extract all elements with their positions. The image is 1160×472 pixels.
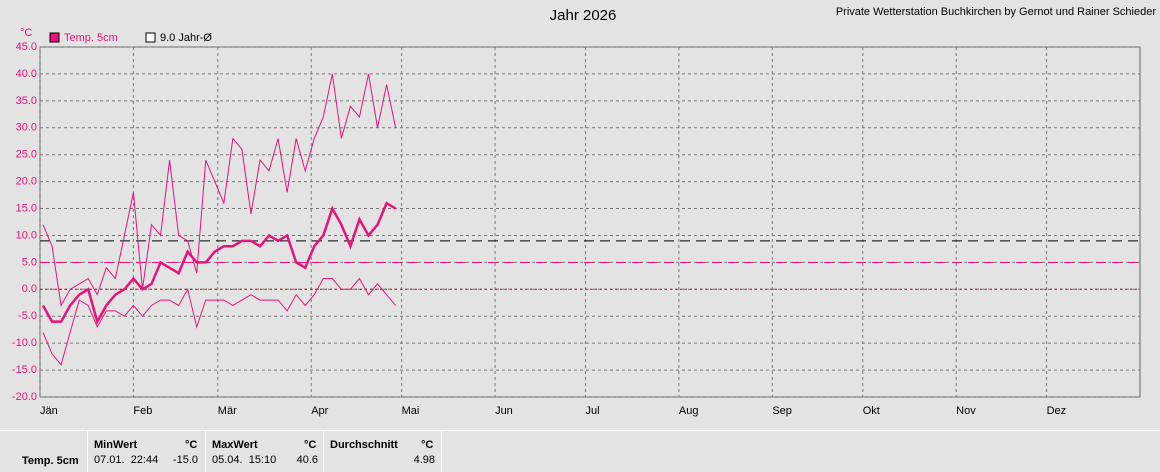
value: 40.6 xyxy=(296,454,318,466)
time: 07.01. 22:44 xyxy=(94,454,159,466)
row-label: Temp. 5cm xyxy=(22,455,79,467)
y-tick-label: 45.0 xyxy=(16,41,37,53)
series-line xyxy=(42,73,397,307)
unit: °C xyxy=(304,439,317,451)
legend-swatch xyxy=(145,32,156,43)
y-tick-label: 15.0 xyxy=(16,202,37,214)
header: MaxWert xyxy=(212,439,258,451)
x-tick-label: Okt xyxy=(863,405,880,417)
y-tick-label: -10.0 xyxy=(12,337,37,349)
x-tick-label: Mai xyxy=(402,405,420,417)
value: -15.0 xyxy=(172,454,198,466)
separator xyxy=(441,431,442,472)
time: 05.04. 15:10 xyxy=(212,454,277,466)
legend-label: 9.0 Jahr-Ø xyxy=(160,32,212,44)
x-tick-label: Apr xyxy=(311,405,328,417)
y-tick-label: 30.0 xyxy=(16,122,37,134)
y-tick-label: -5.0 xyxy=(18,310,37,322)
stats-table: Temp. 5cm MinWert °C 07.01. 22:44 -15.0 … xyxy=(0,430,1160,472)
y-tick-label: 40.0 xyxy=(16,68,37,80)
chart: Jahr 2026 Private Wetterstation Buchkirc… xyxy=(12,6,1157,417)
x-tick-label: Jän xyxy=(40,405,58,417)
x-tick-label: Aug xyxy=(679,405,699,417)
x-tick-label: Mär xyxy=(218,405,237,417)
chart-subtitle: Private Wetterstation Buchkirchen by Ger… xyxy=(836,6,1157,18)
y-tick-label: 35.0 xyxy=(16,95,37,107)
y-unit: °C xyxy=(20,27,32,39)
y-tick-label: -15.0 xyxy=(12,364,37,376)
y-tick-label: 25.0 xyxy=(16,149,37,161)
header: MinWert xyxy=(94,439,138,451)
header: Durchschnitt xyxy=(330,439,398,451)
x-tick-label: Sep xyxy=(772,405,792,417)
series-line xyxy=(42,277,396,366)
separator xyxy=(323,431,324,472)
unit: °C xyxy=(421,439,434,451)
plot-area xyxy=(39,46,1141,398)
separator xyxy=(87,431,88,472)
separator xyxy=(205,431,206,472)
y-tick-label: 10.0 xyxy=(16,229,37,241)
y-tick-label: 20.0 xyxy=(16,176,37,188)
legend-label: Temp. 5cm xyxy=(64,32,118,44)
x-tick-label: Jun xyxy=(495,405,513,417)
value: 4.98 xyxy=(413,454,435,466)
legend-swatch xyxy=(49,32,60,43)
x-tick-label: Dez xyxy=(1047,405,1067,417)
chart-title: Jahr 2026 xyxy=(550,7,617,24)
unit: °C xyxy=(185,439,198,451)
series-line xyxy=(41,201,397,325)
y-tick-label: 5.0 xyxy=(22,256,37,268)
x-tick-label: Jul xyxy=(585,405,599,417)
y-tick-label: 0.0 xyxy=(22,283,37,295)
x-tick-label: Feb xyxy=(133,405,152,417)
x-tick-label: Nov xyxy=(956,405,976,417)
y-tick-label: -20.0 xyxy=(12,391,37,403)
